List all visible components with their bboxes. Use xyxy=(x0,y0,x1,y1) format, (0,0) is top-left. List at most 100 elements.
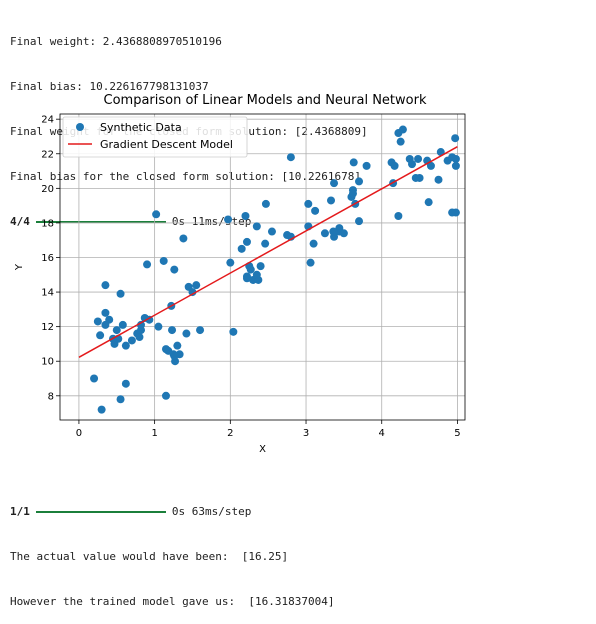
x-tick-label: 4 xyxy=(379,428,385,439)
data-point xyxy=(161,345,170,354)
progress-line: 1/1 0s 63ms/step xyxy=(10,504,335,519)
progress-bar xyxy=(35,220,166,223)
data-point xyxy=(101,281,110,290)
data-point xyxy=(242,237,251,246)
data-point xyxy=(311,206,320,215)
output-line: Final bias: 10.226167798131037 xyxy=(10,80,209,93)
output-line: Final bias for the closed form solution:… xyxy=(10,170,361,183)
output-line: The actual value would have been: [16.25… xyxy=(10,550,289,563)
output-line: Final weight: 2.4368808970510196 xyxy=(10,35,222,48)
legend-marker-scatter xyxy=(76,123,84,131)
data-point xyxy=(252,222,261,231)
data-point xyxy=(246,265,255,274)
data-point xyxy=(179,234,188,243)
data-point xyxy=(256,262,265,271)
data-point xyxy=(112,326,121,335)
data-point xyxy=(121,341,130,350)
data-point xyxy=(101,320,110,329)
data-point xyxy=(398,125,407,134)
data-point xyxy=(121,379,130,388)
data-point xyxy=(330,179,339,188)
progress-summary: 0s 11ms/step xyxy=(171,215,252,228)
data-point xyxy=(188,288,197,297)
regression-line xyxy=(78,146,458,358)
data-point xyxy=(96,331,105,340)
data-point xyxy=(161,391,170,400)
data-point xyxy=(327,196,336,205)
x-tick-label: 5 xyxy=(454,428,460,439)
data-point xyxy=(448,208,457,217)
data-point xyxy=(152,210,161,219)
data-point xyxy=(143,260,152,269)
progress-line: 4/4 0s 11ms/step xyxy=(10,214,368,229)
data-point xyxy=(182,329,191,338)
data-point xyxy=(170,352,179,361)
data-point xyxy=(116,395,125,404)
data-point xyxy=(339,229,348,238)
progress-bar xyxy=(35,510,166,513)
data-point xyxy=(355,177,364,186)
data-point xyxy=(261,239,270,248)
data-point xyxy=(118,320,127,329)
data-point xyxy=(226,258,235,267)
data-point xyxy=(168,326,177,335)
data-point xyxy=(329,227,338,236)
data-point xyxy=(362,161,371,170)
x-tick-label: 0 xyxy=(76,428,82,439)
x-tick-label: 2 xyxy=(227,428,233,439)
y-tick-label: 12 xyxy=(41,322,54,333)
data-point xyxy=(170,265,179,274)
data-point xyxy=(135,333,144,342)
data-point xyxy=(159,256,168,265)
output-line: However the trained model gave us: [16.3… xyxy=(10,595,335,608)
data-point xyxy=(90,374,99,383)
data-point xyxy=(154,322,163,331)
data-point xyxy=(320,229,329,238)
data-point xyxy=(355,217,364,226)
data-point xyxy=(237,244,246,253)
data-point xyxy=(97,405,106,414)
data-point xyxy=(451,161,460,170)
data-point xyxy=(306,258,315,267)
data-point xyxy=(196,326,205,335)
data-point xyxy=(252,270,261,279)
y-tick-label: 20 xyxy=(41,184,54,195)
data-point xyxy=(434,175,443,184)
data-point xyxy=(408,160,417,169)
progress-count: 1/1 xyxy=(10,505,30,518)
y-tick-label: 16 xyxy=(41,253,54,264)
y-tick-label: 24 xyxy=(41,115,54,126)
data-point xyxy=(267,227,276,236)
data-point xyxy=(415,173,424,182)
legend: Synthetic Data Gradient Descent Model xyxy=(62,116,248,158)
data-point xyxy=(426,161,435,170)
data-point xyxy=(224,215,233,224)
data-point xyxy=(349,158,358,167)
data-point xyxy=(93,317,102,326)
data-point xyxy=(390,161,399,170)
data-point xyxy=(192,281,201,290)
data-point xyxy=(127,336,136,345)
data-point xyxy=(348,189,357,198)
data-point xyxy=(261,199,270,208)
data-point xyxy=(229,327,238,336)
data-point xyxy=(242,272,251,281)
y-tick-label: 8 xyxy=(48,391,54,402)
data-point xyxy=(451,154,460,163)
bottom-output: 1/1 0s 63ms/step The actual value would … xyxy=(10,474,335,624)
data-point xyxy=(304,199,313,208)
x-tick-label: 3 xyxy=(303,428,309,439)
legend-label-scatter: Synthetic Data xyxy=(100,121,182,134)
data-point xyxy=(286,153,295,162)
y-tick-label: 10 xyxy=(41,357,54,368)
data-point xyxy=(396,137,405,146)
y-tick-label: 22 xyxy=(41,149,54,160)
x-tick-label: 1 xyxy=(151,428,157,439)
data-point xyxy=(116,289,125,298)
data-point xyxy=(394,212,403,220)
y-tick-label: 18 xyxy=(41,218,54,229)
data-point xyxy=(137,320,145,329)
x-axis-label: X xyxy=(259,444,266,455)
model-line xyxy=(78,146,458,358)
